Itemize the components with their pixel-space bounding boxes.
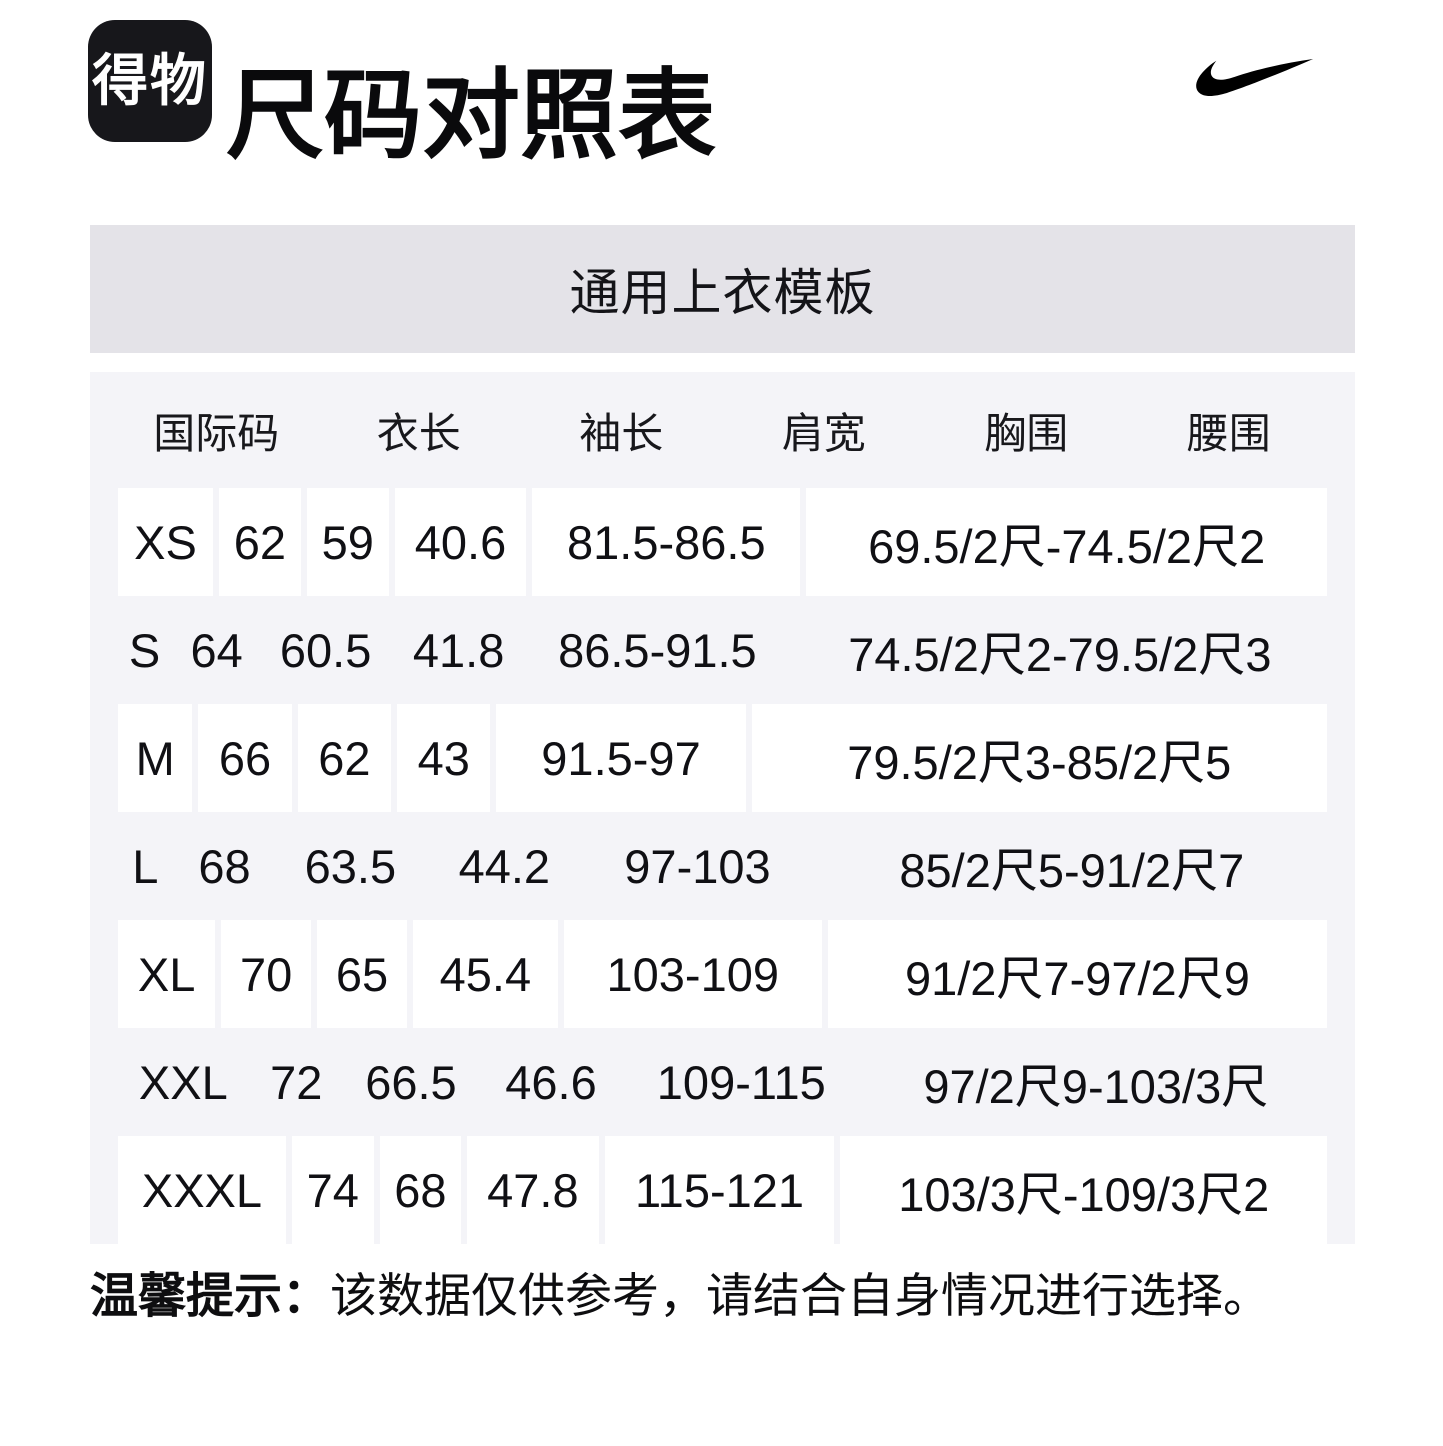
waist-cell: 97/2尺9-103/3尺 <box>923 1059 1269 1113</box>
shoulder-cell: 47.8 <box>467 1136 599 1244</box>
table-row-xxxl: XXXL 74 68 47.8 115-121 103/3尺-109/3尺2 <box>90 1136 1355 1244</box>
chest-cell: 81.5-86.5 <box>532 488 801 596</box>
size-cell: XL <box>118 920 216 1028</box>
table-header-row: 国际码 衣长 袖长 肩宽 胸围 腰围 <box>90 372 1355 488</box>
chest-cell: 86.5-91.5 <box>558 623 757 677</box>
waist-cell: 85/2尺5-91/2尺7 <box>899 843 1245 897</box>
size-table: 国际码 衣长 袖长 肩宽 胸围 腰围 XS 62 59 40.6 81.5-86… <box>90 372 1355 1244</box>
footer-note: 温馨提示：该数据仅供参考，请结合自身情况进行选择。 <box>90 1256 1270 1326</box>
shoulder-cell: 40.6 <box>394 488 527 596</box>
length-cell: 74 <box>291 1136 374 1244</box>
page-title: 尺码对照表 <box>226 60 717 170</box>
size-cell: L <box>132 839 159 893</box>
size-cell: M <box>118 704 193 812</box>
length-cell: 66 <box>198 704 292 812</box>
chest-cell: 91.5-97 <box>496 704 746 812</box>
shoulder-cell: 46.6 <box>505 1055 597 1109</box>
table-row-s: S 64 60.5 41.8 86.5-91.5 74.5/2尺2-79.5/2… <box>90 596 1355 704</box>
waist-cell: 74.5/2尺2-79.5/2尺3 <box>848 627 1272 681</box>
shoulder-cell: 41.8 <box>412 623 505 677</box>
sleeve-cell: 60.5 <box>279 623 372 677</box>
waist-cell: 79.5/2尺3-85/2尺5 <box>751 704 1327 812</box>
sleeve-cell: 65 <box>317 920 408 1028</box>
length-cell: 64 <box>190 623 243 677</box>
size-cell: XS <box>118 488 214 596</box>
column-header-size: 国际码 <box>153 409 280 457</box>
shoulder-cell: 43 <box>397 704 491 812</box>
waist-cell: 103/3尺-109/3尺2 <box>840 1136 1327 1244</box>
nike-swoosh-icon <box>1196 58 1314 96</box>
length-cell: 72 <box>270 1055 323 1109</box>
table-row-xxl: XXL 72 66.5 46.6 109-115 97/2尺9-103/3尺 <box>90 1028 1355 1136</box>
table-row-l: L 68 63.5 44.2 97-103 85/2尺5-91/2尺7 <box>90 812 1355 920</box>
table-row-xs: XS 62 59 40.6 81.5-86.5 69.5/2尺-74.5/2尺2 <box>90 488 1355 596</box>
column-header-sleeve: 袖长 <box>579 409 664 457</box>
chest-cell: 103-109 <box>563 920 822 1028</box>
column-header-shoulder: 肩宽 <box>781 409 866 457</box>
column-header-length: 衣长 <box>376 409 461 457</box>
dewu-logo: 得物 <box>88 20 212 142</box>
chest-cell: 109-115 <box>656 1055 826 1109</box>
length-cell: 68 <box>198 839 251 893</box>
column-header-waist: 腰围 <box>1186 409 1271 457</box>
chest-cell: 115-121 <box>604 1136 835 1244</box>
table-row-m: M 66 62 43 91.5-97 79.5/2尺3-85/2尺5 <box>90 704 1355 812</box>
sleeve-cell: 62 <box>297 704 392 812</box>
size-cell: S <box>128 623 161 677</box>
sleeve-cell: 63.5 <box>304 839 397 893</box>
footer-note-text: 该数据仅供参考，请结合自身情况进行选择。 <box>330 1269 1271 1322</box>
sleeve-cell: 68 <box>379 1136 462 1244</box>
footer-note-prefix: 温馨提示： <box>90 1270 331 1323</box>
size-cell: XXL <box>138 1055 228 1109</box>
table-row-xl: XL 70 65 45.4 103-109 91/2尺7-97/2尺9 <box>90 920 1355 1028</box>
template-banner: 通用上衣模板 <box>90 225 1355 353</box>
waist-cell: 69.5/2尺-74.5/2尺2 <box>806 488 1327 596</box>
shoulder-cell: 45.4 <box>413 920 558 1028</box>
length-cell: 62 <box>219 488 301 596</box>
chest-cell: 97-103 <box>624 839 771 893</box>
length-cell: 70 <box>221 920 312 1028</box>
sleeve-cell: 66.5 <box>365 1055 457 1109</box>
waist-cell: 91/2尺7-97/2尺9 <box>827 920 1327 1028</box>
template-banner-label: 通用上衣模板 <box>569 265 876 321</box>
column-header-chest: 胸围 <box>984 409 1069 457</box>
sleeve-cell: 59 <box>306 488 389 596</box>
shoulder-cell: 44.2 <box>458 839 551 893</box>
dewu-logo-text: 得物 <box>92 49 208 112</box>
size-cell: XXXL <box>118 1136 286 1244</box>
